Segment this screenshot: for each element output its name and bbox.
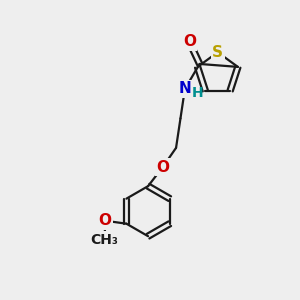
Text: S: S [212,45,223,60]
Text: O: O [99,213,112,228]
Text: CH₃: CH₃ [91,233,118,247]
Text: H: H [191,85,203,100]
Text: O: O [183,34,196,50]
Text: N: N [178,82,191,97]
Text: O: O [156,160,169,175]
